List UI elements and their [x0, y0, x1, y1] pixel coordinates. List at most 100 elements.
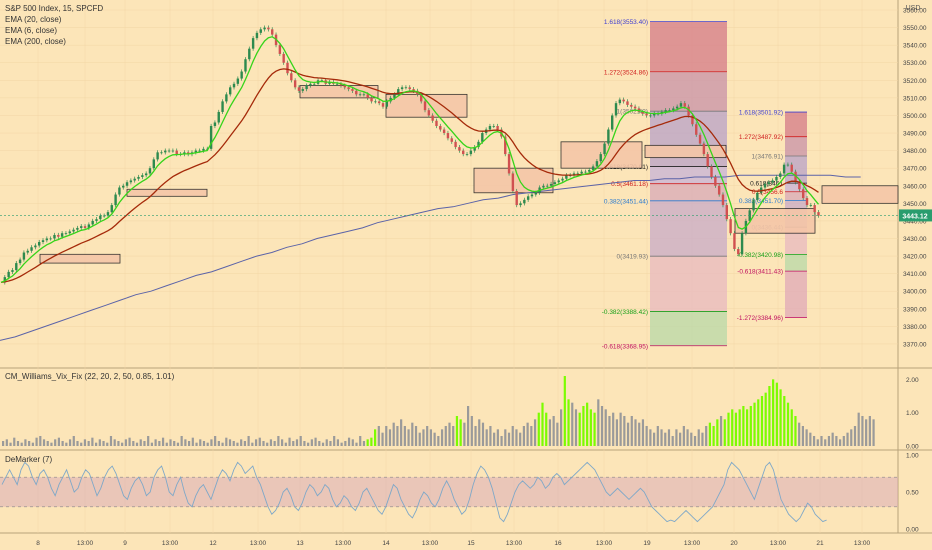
vix-bar: [347, 437, 351, 446]
vix-bar: [210, 439, 213, 446]
candle-body: [293, 80, 297, 88]
vix-bar: [314, 437, 317, 446]
vix-bar: [563, 376, 566, 446]
vix-bar: [87, 441, 90, 446]
time-tick-label: 21: [816, 540, 824, 547]
candle-body: [15, 263, 18, 271]
vix-bar: [493, 432, 496, 446]
vix-bar: [57, 437, 60, 446]
support-resistance-zone: [39, 253, 121, 264]
fib-level-label: -0.382(3420.98): [737, 252, 783, 259]
vix-bar: [731, 409, 734, 446]
vix-bar: [377, 426, 380, 446]
vix-bar: [165, 442, 168, 446]
fib-level-label: -0.382(3388.42): [602, 309, 648, 316]
vix-bar: [656, 426, 659, 446]
candle-body: [442, 129, 446, 134]
candle-body: [576, 173, 580, 175]
candle-body: [790, 164, 793, 172]
vix-bar: [541, 402, 544, 446]
vix-bar: [184, 439, 187, 446]
vix-bar: [336, 439, 339, 446]
candle-body: [504, 136, 507, 155]
support-resistance-zone: [385, 93, 468, 118]
vix-bar: [117, 441, 120, 446]
time-tick-label: 19: [643, 540, 651, 547]
fib-band: [785, 227, 807, 255]
demarker-tick-label: 0.00: [906, 527, 919, 534]
candle-body: [706, 154, 709, 167]
vix-bar: [24, 439, 27, 446]
vix-bar: [824, 439, 827, 446]
candle-body: [813, 205, 816, 213]
fib-level-label: 0.382(3451.44): [604, 198, 648, 205]
candle-body: [675, 106, 679, 109]
vix-bar: [827, 436, 831, 446]
vix-bar: [292, 441, 295, 446]
vix-bar: [121, 442, 124, 446]
candle-body: [64, 233, 68, 235]
candle-body: [53, 234, 56, 239]
vix-bar: [310, 439, 313, 446]
candle-body: [672, 108, 675, 111]
candle-body: [328, 82, 331, 84]
candle-body: [45, 238, 49, 241]
vix-bar: [422, 429, 425, 446]
vix-bar: [440, 429, 444, 446]
candle-body: [546, 185, 549, 187]
vix-bar: [355, 442, 358, 446]
vix-bar: [266, 442, 269, 446]
vix-bar: [567, 399, 570, 446]
vix-bar: [20, 442, 23, 446]
candle-body: [297, 87, 301, 91]
demarker-line: [1, 461, 827, 523]
vix-bar: [842, 436, 845, 446]
vix-bar: [783, 396, 786, 446]
candle-body: [794, 171, 797, 183]
candle-body: [175, 150, 178, 155]
vix-bar: [191, 437, 194, 446]
ema200-line: [0, 174, 861, 341]
candle-body: [60, 233, 64, 237]
fib-band: [650, 166, 727, 184]
candle-body: [171, 150, 175, 152]
time-tick-label: 14: [382, 540, 390, 547]
vix-bar: [708, 422, 711, 446]
candle-body: [76, 227, 79, 230]
vix-bar: [169, 439, 172, 446]
vix-bar: [675, 429, 678, 446]
vix-bar: [254, 439, 258, 446]
fib-band: [785, 254, 807, 272]
candle-body: [91, 220, 94, 225]
candle-body: [385, 101, 389, 107]
fib-level-label: 0.618(3461: [750, 181, 783, 188]
vix-bar: [861, 416, 864, 446]
candle-body: [225, 94, 228, 102]
vix-bar: [701, 432, 704, 446]
fib-level-label: 1(3476.91): [752, 154, 783, 161]
time-tick-label: 13:00: [854, 540, 871, 547]
vix-bar: [519, 432, 522, 446]
vix-bar: [574, 409, 578, 446]
vix-bar: [798, 422, 801, 446]
vix-bar: [638, 422, 641, 446]
candle-body: [412, 89, 415, 91]
vix-bar: [623, 416, 626, 446]
time-tick-label: 13:00: [770, 540, 787, 547]
vix-tick-label: 0.00: [906, 444, 919, 451]
vix-bar: [586, 402, 589, 446]
chart-legend: S&P 500 Index, 15, SPCFD EMA (20, close)…: [5, 3, 103, 47]
candle-body: [397, 89, 400, 95]
vix-bar: [366, 439, 369, 446]
time-tick-label: 13:00: [250, 540, 267, 547]
candle-body: [683, 103, 686, 107]
candle-body: [595, 161, 599, 167]
vix-bar: [429, 429, 432, 446]
fib-level-label: 1.272(3524.86): [604, 69, 648, 76]
demarker-tick-label: 1.00: [906, 453, 919, 460]
vix-bar: [269, 439, 273, 446]
fib-level-label: 0.5(3461.18): [611, 181, 648, 188]
vix-bar: [80, 442, 83, 446]
candle-body: [167, 150, 171, 152]
